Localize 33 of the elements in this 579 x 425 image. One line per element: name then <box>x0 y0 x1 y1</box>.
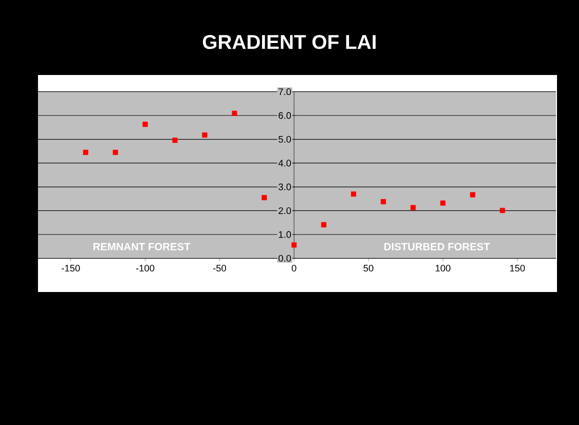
y-tick-label: 5.0 <box>278 136 291 143</box>
y-tick-label: 6.0 <box>278 112 291 119</box>
chart-title: GRADIENT OF LAI <box>202 34 376 50</box>
point <box>410 205 416 210</box>
x-tick-label: 100 <box>436 264 450 272</box>
point <box>350 191 356 197</box>
point <box>83 150 88 155</box>
point <box>440 200 446 206</box>
y-tick-label: 3.0 <box>278 184 291 190</box>
point <box>142 122 148 127</box>
annotation: DISTURBED FOREST <box>384 242 490 250</box>
point <box>321 222 326 228</box>
point <box>470 192 476 198</box>
x-tick-label: 50 <box>364 264 374 272</box>
point <box>380 199 386 204</box>
y-tick-label: 2.0 <box>278 207 291 214</box>
point <box>500 208 506 214</box>
annotation: REMNANT FOREST <box>93 242 190 250</box>
point <box>202 132 208 138</box>
y-tick-label: 0.0 <box>278 254 291 262</box>
y-tick-label: 7.0 <box>278 88 291 96</box>
point <box>232 110 238 116</box>
x-tick-label: -50 <box>213 264 226 272</box>
point <box>172 138 178 143</box>
point <box>262 195 267 200</box>
y-tick-label: 1.0 <box>278 231 291 238</box>
y-tick-label: 4.0 <box>278 160 291 166</box>
x-tick-label: -150 <box>62 264 80 272</box>
point <box>112 150 118 155</box>
x-tick-label: 0 <box>292 264 296 272</box>
x-tick-label: -100 <box>136 264 154 272</box>
x-tick-label: 150 <box>510 264 525 272</box>
point <box>291 242 297 248</box>
